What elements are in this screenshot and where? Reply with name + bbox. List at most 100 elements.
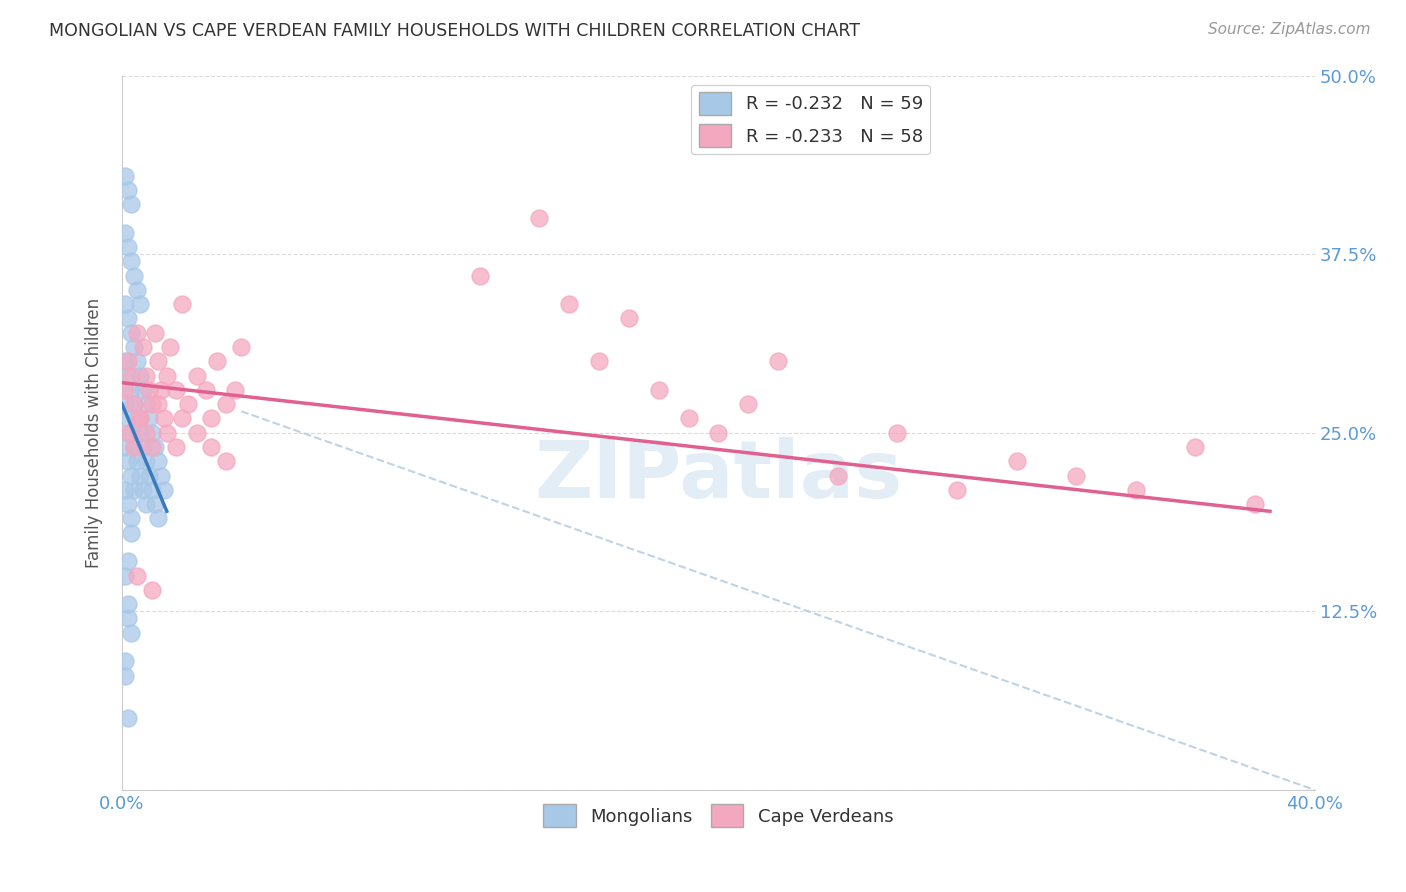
Point [114,169,136,183]
Point [156,368,179,383]
Point [138,411,160,425]
Point [125,326,148,340]
Point [141,397,163,411]
Point [170,411,193,425]
Point [129,368,152,383]
Point [132,440,155,454]
Point [125,354,148,368]
Point [766,354,789,368]
Point [122,268,145,283]
Point [117,554,139,568]
Point [707,425,730,440]
Point [946,483,969,497]
Point [149,468,172,483]
Point [117,311,139,326]
Y-axis label: Family Households with Children: Family Households with Children [86,298,103,568]
Point [135,454,157,468]
Point [648,383,671,397]
Point [114,354,136,368]
Point [143,440,166,454]
Point [122,397,145,411]
Point [170,297,193,311]
Point [117,183,139,197]
Point [152,483,174,497]
Point [141,440,163,454]
Point [117,425,139,440]
Point [135,397,157,411]
Point [117,454,139,468]
Point [141,582,163,597]
Point [149,383,172,397]
Point [129,297,152,311]
Point [117,597,139,611]
Point [200,411,222,425]
Point [114,483,136,497]
Text: ZIPatlas: ZIPatlas [534,436,903,515]
Point [120,326,142,340]
Point [114,668,136,682]
Point [114,440,136,454]
Point [588,354,610,368]
Legend: Mongolians, Cape Verdeans: Mongolians, Cape Verdeans [536,797,901,835]
Point [129,468,152,483]
Point [678,411,700,425]
Point [129,411,152,425]
Point [117,354,139,368]
Point [165,383,187,397]
Point [114,383,136,397]
Point [617,311,640,326]
Point [117,368,139,383]
Point [132,383,155,397]
Point [117,711,139,725]
Point [120,197,142,211]
Point [135,368,157,383]
Point [143,497,166,511]
Point [146,454,169,468]
Point [558,297,581,311]
Point [159,340,181,354]
Point [122,483,145,497]
Point [200,440,222,454]
Point [152,411,174,425]
Point [207,354,229,368]
Point [1125,483,1147,497]
Point [165,440,187,454]
Point [122,340,145,354]
Point [120,625,142,640]
Point [125,411,148,425]
Point [737,397,759,411]
Point [194,383,217,397]
Point [1064,468,1087,483]
Point [156,425,179,440]
Point [176,397,198,411]
Point [120,511,142,525]
Point [886,425,908,440]
Point [129,411,152,425]
Point [129,425,152,440]
Point [138,383,160,397]
Point [117,240,139,254]
Point [120,254,142,268]
Point [117,411,139,425]
Point [1184,440,1206,454]
Point [120,425,142,440]
Point [117,611,139,625]
Point [138,468,160,483]
Point [114,397,136,411]
Point [114,568,136,582]
Point [146,511,169,525]
Point [135,425,157,440]
Point [468,268,491,283]
Point [125,568,148,582]
Point [146,354,169,368]
Point [117,497,139,511]
Point [141,425,163,440]
Point [114,654,136,668]
Point [125,283,148,297]
Point [125,454,148,468]
Point [132,483,155,497]
Point [141,483,163,497]
Point [120,468,142,483]
Point [231,340,253,354]
Point [120,383,142,397]
